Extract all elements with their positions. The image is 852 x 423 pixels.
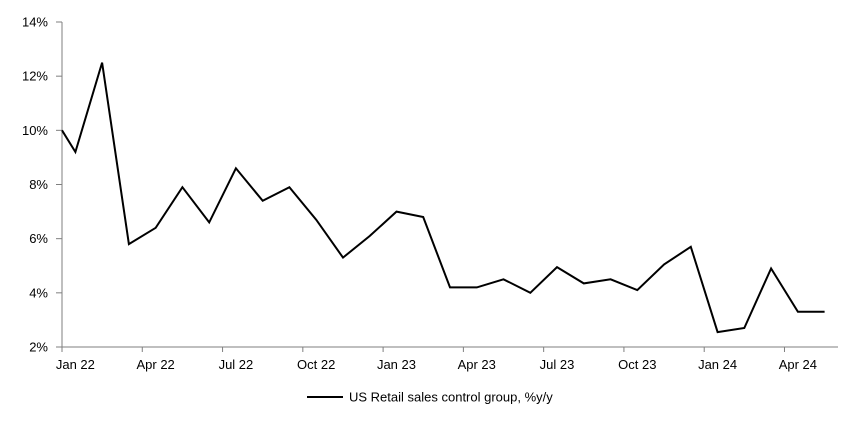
x-tick-label: Jan 22 (56, 357, 95, 372)
y-tick-label: 12% (22, 69, 48, 84)
y-tick-label: 4% (29, 285, 48, 300)
x-tick-label: Apr 22 (136, 357, 174, 372)
x-tick-label: Jan 23 (377, 357, 416, 372)
x-tick-label: Jan 24 (698, 357, 737, 372)
x-tick-label: Apr 23 (458, 357, 496, 372)
y-tick-label: 10% (22, 123, 48, 138)
legend-label: US Retail sales control group, %y/y (349, 390, 553, 405)
x-tick-label: Oct 23 (618, 357, 656, 372)
series-line-us-retail-control-group (61, 62, 825, 334)
y-tick-label: 2% (29, 340, 48, 355)
x-tick-label: Oct 22 (297, 357, 335, 372)
x-tick-label: Apr 24 (779, 357, 817, 372)
y-tick-label: 14% (22, 15, 48, 30)
y-tick-label: 6% (29, 231, 48, 246)
x-tick-label: Jul 23 (540, 357, 575, 372)
x-tick-label: Jul 22 (219, 357, 254, 372)
y-tick-label: 8% (29, 177, 48, 192)
